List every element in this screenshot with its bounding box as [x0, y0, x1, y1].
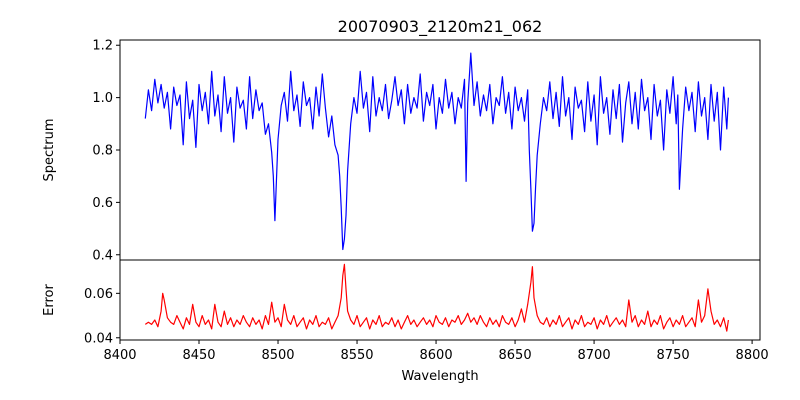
error-axes-frame	[119, 259, 761, 341]
spectrum-series	[144, 52, 729, 251]
spectrum-y-label: Spectrum	[42, 119, 57, 182]
spectrum-y-tick-label: 1.2	[92, 39, 113, 54]
chart-title: 20070903_2120m21_062	[338, 17, 543, 37]
error-y-label: Error	[42, 284, 57, 316]
spectrum-y-tick-label: 0.4	[92, 248, 113, 263]
error-line	[144, 263, 729, 332]
x-tick-label: 8600	[420, 348, 453, 363]
error-x-ticks: 8400 8450 8500 8550 8600 8650 8700 8750 8800	[103, 340, 769, 363]
x-tick-label: 8550	[340, 348, 373, 363]
x-tick-label: 8700	[578, 348, 611, 363]
x-tick-label: 8500	[261, 348, 294, 363]
spectrum-line	[144, 52, 729, 251]
error-y-ticks: 0.04 0.06	[84, 287, 120, 346]
x-axis-label: Wavelength	[401, 369, 478, 384]
error-series	[144, 263, 729, 332]
spectrum-y-tick-label: 0.8	[92, 144, 113, 159]
error-y-tick-label: 0.04	[84, 331, 113, 346]
x-tick-label: 8750	[657, 348, 690, 363]
spectrum-y-ticks: 0.4 0.6 0.8 1.0 1.2	[92, 39, 120, 263]
error-y-tick-label: 0.06	[84, 287, 113, 302]
x-tick-label: 8650	[499, 348, 532, 363]
error-panel: 0.04 0.06 8400 8450 8500 8550 8600 8650 8700 875…	[42, 259, 769, 384]
x-tick-label: 8400	[103, 348, 136, 363]
x-tick-label: 8450	[182, 348, 215, 363]
spectrum-y-tick-label: 1.0	[92, 91, 113, 106]
spectrum-panel: 0.4 0.6 0.8 1.0 1.2 Spectrum	[42, 39, 761, 263]
x-tick-label: 8800	[736, 348, 769, 363]
spectrum-y-tick-label: 0.6	[92, 196, 113, 211]
